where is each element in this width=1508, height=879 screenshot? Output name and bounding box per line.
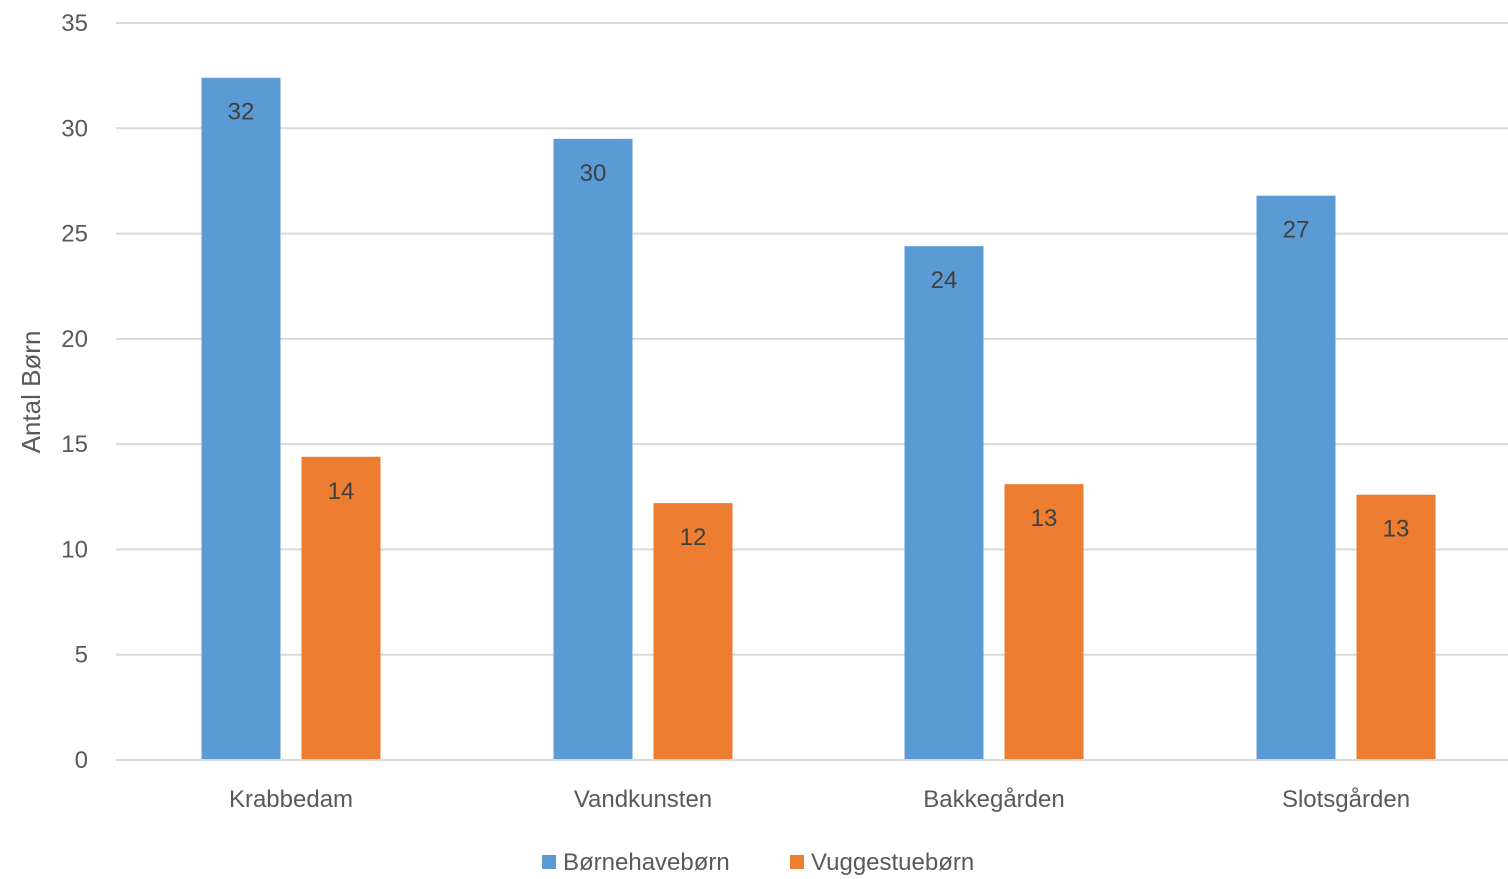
legend-item: Vuggestuebørn [790, 849, 974, 876]
data-label: 12 [680, 524, 707, 551]
x-axis-ticks: Krabbedam Vandkunsten Bakkegården Slotsgård… [229, 786, 1410, 813]
legend-label: Vuggestuebørn [811, 849, 974, 876]
legend-label: Børnehavebørn [563, 849, 730, 876]
bar-boernehave-3 [1256, 195, 1336, 760]
data-label: 24 [931, 267, 958, 294]
y-axis-title: Antal Børn [16, 331, 46, 454]
x-tick-label: Slotsgården [1282, 786, 1410, 813]
data-label: 13 [1383, 516, 1410, 543]
bar-vuggestue-3 [1356, 494, 1436, 760]
data-label: 30 [580, 160, 607, 187]
y-tick-label: 0 [75, 747, 88, 774]
bar-boernehave-2 [904, 246, 984, 761]
data-label: 27 [1283, 217, 1310, 244]
bar-boernehave-0 [201, 77, 281, 760]
data-labels: 32 30 24 27 14 12 13 13 [228, 99, 1410, 551]
y-tick-label: 10 [61, 536, 88, 563]
y-tick-label: 35 [61, 10, 88, 37]
x-tick-label: Vandkunsten [574, 786, 712, 813]
bar-vuggestue-1 [653, 503, 733, 760]
y-tick-label: 20 [61, 326, 88, 353]
x-tick-label: Krabbedam [229, 786, 353, 813]
y-tick-label: 30 [61, 115, 88, 142]
y-axis-ticks: 0 5 10 15 20 25 30 35 [61, 10, 88, 774]
bar-vuggestue-2 [1004, 484, 1084, 760]
legend: Børnehavebørn Vuggestuebørn [542, 849, 974, 876]
data-label: 13 [1031, 505, 1058, 532]
y-tick-label: 5 [75, 642, 88, 669]
legend-swatch [542, 855, 556, 869]
bar-vuggestue-0 [301, 456, 381, 760]
legend-item: Børnehavebørn [542, 849, 730, 876]
bars [201, 77, 1436, 761]
y-tick-label: 25 [61, 221, 88, 248]
legend-swatch [790, 855, 804, 869]
x-tick-label: Bakkegården [923, 786, 1064, 813]
data-label: 32 [228, 99, 255, 126]
y-tick-label: 15 [61, 431, 88, 458]
data-label: 14 [328, 478, 355, 505]
bar-boernehave-1 [553, 138, 633, 761]
